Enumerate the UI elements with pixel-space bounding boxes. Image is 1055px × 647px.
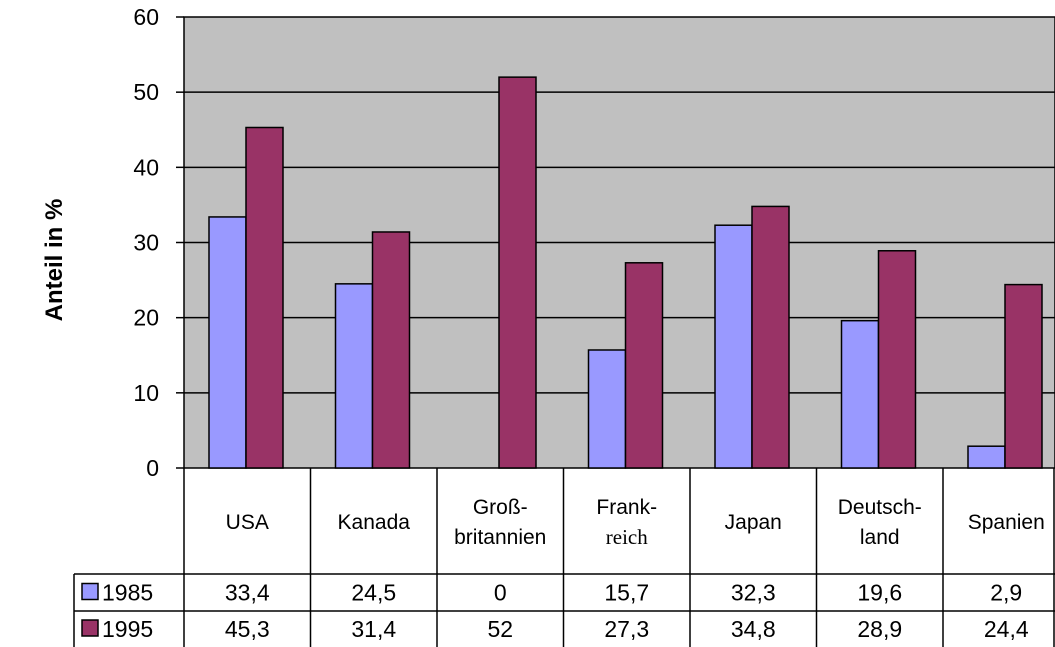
data-label: 31,4: [351, 616, 396, 642]
data-label: 24,5: [351, 580, 396, 606]
x-category-label: land: [860, 526, 900, 549]
x-category-label: Spanien: [968, 511, 1045, 534]
data-label: 19,6: [857, 580, 902, 606]
x-category-label: reich: [606, 525, 648, 549]
data-label: 15,7: [604, 580, 649, 606]
bar-1985: [209, 217, 246, 468]
x-category-label: USA: [226, 511, 269, 534]
y-tick-label: 10: [133, 380, 159, 406]
data-label: 2,9: [990, 580, 1022, 606]
y-tick-label: 40: [133, 154, 159, 180]
bar-1995: [1005, 285, 1042, 468]
data-label: 0: [494, 580, 507, 606]
data-label: 34,8: [731, 616, 776, 642]
y-axis-label: Anteil in %: [41, 199, 68, 322]
bar-1985: [968, 446, 1005, 468]
data-label: 52: [487, 616, 513, 642]
bar-1995: [879, 251, 916, 468]
x-category-label: Japan: [725, 511, 782, 534]
y-tick-label: 30: [133, 230, 159, 256]
bar-1995: [373, 232, 410, 468]
x-category-label: Groß-: [473, 496, 528, 519]
bar-1995: [752, 206, 789, 468]
data-label: 32,3: [731, 580, 776, 606]
data-table: USA Kanada Groß-britannien Frank-reich Japan…: [74, 468, 1055, 647]
bar-1985: [589, 350, 626, 468]
legend-key-1985: [82, 584, 98, 600]
data-label: 27,3: [604, 616, 649, 642]
data-label: 45,3: [225, 616, 270, 642]
data-label: 24,4: [984, 616, 1029, 642]
y-axis: 0 10 20 30 40 50 60: [133, 4, 184, 481]
y-tick-label: 50: [133, 79, 159, 105]
bar-1995: [499, 77, 536, 468]
bar-1985: [842, 321, 879, 468]
x-category-label: Kanada: [338, 511, 411, 534]
data-label: 33,4: [225, 580, 270, 606]
y-tick-label: 20: [133, 305, 159, 331]
legend-key-1995: [82, 620, 98, 636]
x-category-label: britannien: [454, 526, 546, 549]
data-label: 28,9: [857, 616, 902, 642]
bar-1985: [715, 225, 752, 468]
y-tick-label: 60: [133, 4, 159, 30]
x-category-label: Deutsch-: [838, 496, 922, 519]
bar-1985: [336, 284, 373, 468]
legend-label: 1985: [102, 580, 153, 606]
y-tick-label: 0: [146, 455, 159, 481]
legend-label: 1995: [102, 616, 153, 642]
x-category-label: Frank-: [596, 496, 657, 519]
bar-1995: [626, 263, 663, 468]
bar-1995: [246, 127, 283, 468]
